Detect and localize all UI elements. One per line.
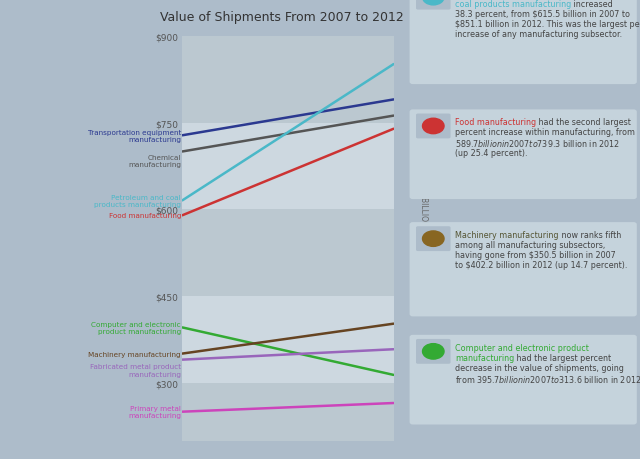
Text: percent increase within manufacturing, from: percent increase within manufacturing, f… <box>455 128 635 137</box>
Text: to $402.2 billion in 2012 (up 14.7 percent).: to $402.2 billion in 2012 (up 14.7 perce… <box>455 261 627 270</box>
Text: 38.3 percent, from $615.5 billion in 2007 to: 38.3 percent, from $615.5 billion in 200… <box>455 10 630 19</box>
Text: Petroleum and coal
products manufacturing: Petroleum and coal products manufacturin… <box>94 194 181 207</box>
Text: Computer and electronic
product manufacturing: Computer and electronic product manufact… <box>92 321 181 334</box>
Y-axis label: BILLIONS OF DOLLARS: BILLIONS OF DOLLARS <box>419 196 428 281</box>
Text: Transportation equipment
manufacturing: Transportation equipment manufacturing <box>88 129 181 143</box>
Bar <box>182 297 394 383</box>
Text: Primary metal
manufacturing: Primary metal manufacturing <box>128 405 181 419</box>
Text: had the largest percent: had the largest percent <box>515 353 611 362</box>
Text: Food manufacturing: Food manufacturing <box>109 213 181 219</box>
Text: from $395.7 billion in 2007 to $313.6 billion in 2012: from $395.7 billion in 2007 to $313.6 bi… <box>455 373 640 384</box>
Text: $851.1 billion in 2012. This was the largest percent: $851.1 billion in 2012. This was the lar… <box>455 20 640 29</box>
Bar <box>182 37 394 123</box>
Text: decrease in the value of shipments, going: decrease in the value of shipments, goin… <box>455 363 624 372</box>
Text: Computer and electronic product: Computer and electronic product <box>455 343 589 352</box>
Text: Food manufacturing: Food manufacturing <box>455 118 536 127</box>
Text: had the second largest: had the second largest <box>536 118 631 127</box>
Text: increase of any manufacturing subsector.: increase of any manufacturing subsector. <box>455 30 622 39</box>
Text: now ranks fifth: now ranks fifth <box>559 230 621 240</box>
Text: (up 25.4 percent).: (up 25.4 percent). <box>455 148 527 157</box>
Text: increased: increased <box>572 0 613 9</box>
Text: Chemical
manufacturing: Chemical manufacturing <box>128 154 181 168</box>
Text: $589.7 billion in 2007 to $739.3 billion in 2012: $589.7 billion in 2007 to $739.3 billion… <box>455 138 620 149</box>
Text: coal products manufacturing: coal products manufacturing <box>455 0 572 9</box>
Text: Machinery manufacturing: Machinery manufacturing <box>88 351 181 357</box>
Text: among all manufacturing subsectors,: among all manufacturing subsectors, <box>455 241 605 250</box>
Text: Value of Shipments From 2007 to 2012: Value of Shipments From 2007 to 2012 <box>160 11 403 24</box>
Text: manufacturing: manufacturing <box>455 353 515 362</box>
Text: Fabricated metal product
manufacturing: Fabricated metal product manufacturing <box>90 364 181 377</box>
Bar <box>182 383 394 441</box>
Text: Machinery manufacturing: Machinery manufacturing <box>455 230 559 240</box>
Text: having gone from $350.5 billion in 2007: having gone from $350.5 billion in 2007 <box>455 251 616 260</box>
Bar <box>182 210 394 297</box>
Bar <box>182 123 394 210</box>
